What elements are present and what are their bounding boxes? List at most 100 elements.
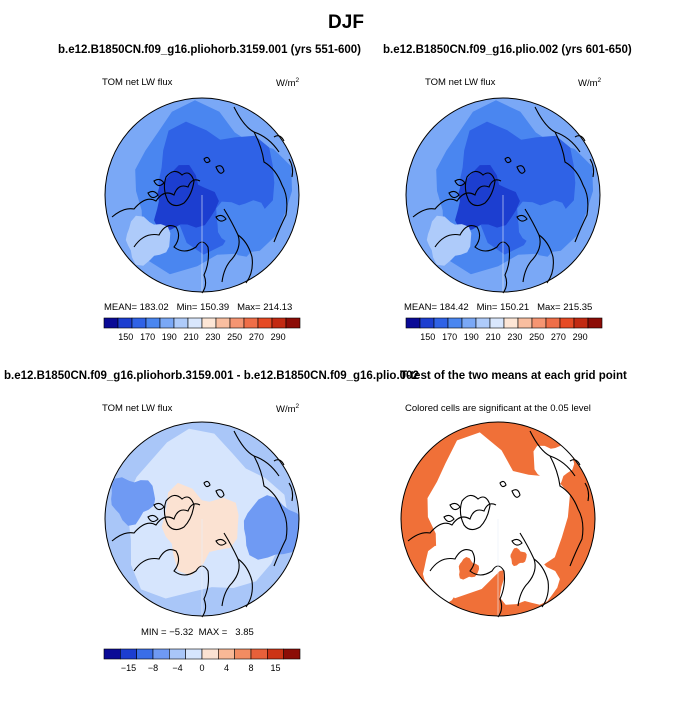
page-title: DJF [328, 12, 364, 33]
colorbar-tick-label: 230 [205, 332, 220, 342]
colorbar-tick-label: −4 [172, 663, 182, 673]
panel2-map [405, 97, 601, 294]
colorbar-ticks: 150 170 190 210 230 250 270 290 [118, 332, 285, 342]
colorbar-cell [120, 648, 137, 660]
colorbar-ticks: 150 170 190 210 230 250 270 290 [420, 332, 587, 342]
panel2-stats: MEAN= 184.42 Min= 150.21 Max= 215.35 [404, 302, 593, 313]
colorbar-tick-label: 270 [249, 332, 264, 342]
significance-fill [401, 422, 595, 616]
colorbar-tick-label: 150 [118, 332, 133, 342]
colorbar-cell [573, 317, 589, 329]
colorbar-cell [185, 648, 203, 660]
colorbar-tick-label: 170 [140, 332, 155, 342]
field-patch [517, 200, 571, 257]
colorbar-tick-label: 210 [486, 332, 501, 342]
colorbar-cell [152, 648, 170, 660]
colorbar-cell [215, 317, 231, 329]
colorbar-cell [218, 648, 235, 660]
colorbar-cell [545, 317, 561, 329]
colorbar-cell [201, 317, 217, 329]
panel4-title: T-test of the two means at each grid poi… [400, 370, 627, 382]
nonsignificant-area [533, 445, 575, 489]
field-neg-patch [243, 495, 299, 560]
colorbar-cell [587, 317, 603, 329]
panel4-map [400, 421, 596, 618]
colorbar-cell [405, 317, 421, 329]
panel3-stats: MIN = −5.32 MAX = 3.85 [141, 627, 254, 638]
panel2-colorbar: 150 170 190 210 230 250 270 290 [405, 317, 603, 342]
colorbar-cell [173, 317, 189, 329]
colorbar-tick-label: 230 [507, 332, 522, 342]
coastlines [111, 430, 294, 618]
coastlines [412, 106, 595, 294]
colorbar-cell [531, 317, 547, 329]
field-core [455, 165, 520, 231]
panel2-units: W/m2 [578, 77, 602, 90]
colorbar-tick-label: 0 [199, 663, 204, 673]
panel4-note: Colored cells are significant at the 0.0… [405, 403, 591, 414]
field-positive [161, 482, 239, 576]
colorbar-cell [243, 317, 259, 329]
field-light-patch [426, 215, 472, 266]
colorbar-tick-label: 190 [162, 332, 177, 342]
colorbar-cell [559, 317, 575, 329]
colorbar-tick-label: 15 [270, 663, 280, 673]
colorbar-cell [257, 317, 273, 329]
colorbar-cell [285, 317, 301, 329]
colorbar-cell [283, 648, 301, 660]
colorbar-cell [503, 317, 519, 329]
colorbar-cell [201, 648, 219, 660]
field-fill [105, 98, 299, 292]
colorbar-cell [271, 317, 287, 329]
colorbar-cell [103, 317, 119, 329]
colorbar-tick-label: 290 [573, 332, 588, 342]
colorbar-cell [229, 317, 245, 329]
colorbar-cell [145, 317, 161, 329]
map-border [405, 97, 601, 293]
colorbar-cell [234, 648, 252, 660]
nonsignificant-area [422, 545, 475, 606]
colorbar-cell [517, 317, 533, 329]
panel1-title: b.e12.B1850CN.f09_g16.pliohorb.3159.001 … [58, 44, 361, 56]
colorbar-tick-label: −15 [121, 663, 136, 673]
panel3-title: b.e12.B1850CN.f09_g16.pliohorb.3159.001 … [4, 370, 419, 382]
colorbar-cell [169, 648, 186, 660]
map-border [400, 421, 596, 617]
field-patch [216, 200, 270, 257]
colorbar-cell [131, 317, 147, 329]
colorbar-tick-label: 250 [529, 332, 544, 342]
panel3-field-label: TOM net LW flux [102, 403, 173, 414]
colorbar-cell [136, 648, 154, 660]
field-fill [105, 422, 299, 616]
field-neg-patch [111, 477, 156, 526]
panel3-units: W/m2 [276, 403, 300, 416]
map-border [104, 97, 300, 293]
coastlines [407, 430, 590, 618]
colorbar-tick-label: −8 [148, 663, 158, 673]
colorbar-cell [187, 317, 203, 329]
colorbar-ticks: −15 −8 −4 0 4 8 15 [121, 663, 281, 673]
colorbar-cell [250, 648, 268, 660]
colorbar-tick-label: 170 [442, 332, 457, 342]
colorbar-cell [433, 317, 449, 329]
colorbar-cell [267, 648, 284, 660]
panel1-map [104, 97, 300, 294]
colorbar-cell [159, 317, 175, 329]
colorbar-tick-label: 290 [271, 332, 286, 342]
panel2-title: b.e12.B1850CN.f09_g16.plio.002 (yrs 601-… [383, 44, 632, 56]
colorbar-tick-label: 150 [420, 332, 435, 342]
colorbar-cell [103, 648, 121, 660]
colorbar-tick-label: 8 [248, 663, 253, 673]
panel2-field-label: TOM net LW flux [425, 77, 496, 88]
map-border [104, 421, 300, 617]
colorbar-cell [489, 317, 505, 329]
panel1-colorbar: 150 170 190 210 230 250 270 290 [103, 317, 301, 342]
panel3-map [104, 421, 300, 618]
colorbar-tick-label: 250 [227, 332, 242, 342]
colorbar-cell [117, 317, 133, 329]
panel1-stats: MEAN= 183.02 Min= 150.39 Max= 214.13 [104, 302, 293, 313]
colorbar-tick-label: 270 [551, 332, 566, 342]
significant-patch [510, 547, 527, 567]
colorbar-cell [447, 317, 463, 329]
colorbar-cell [475, 317, 491, 329]
